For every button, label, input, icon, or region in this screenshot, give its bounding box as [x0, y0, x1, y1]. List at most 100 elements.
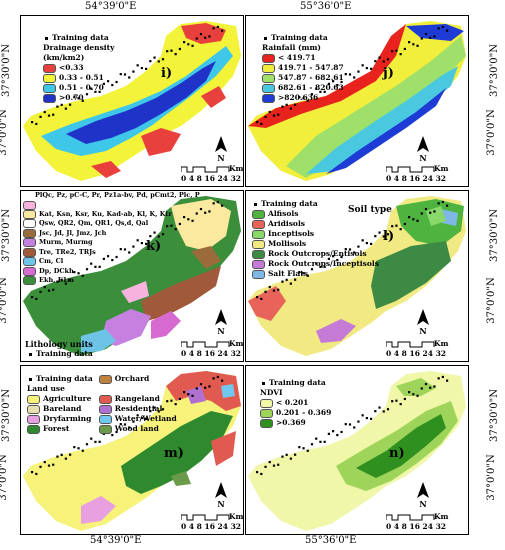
training-point [128, 76, 131, 79]
training-point [344, 73, 347, 76]
training-point [416, 219, 419, 222]
training-point [353, 76, 356, 79]
training-point [315, 87, 318, 90]
drainage-map [23, 21, 241, 181]
training-point [327, 257, 330, 260]
training-point [81, 274, 84, 277]
training-point [424, 207, 428, 211]
training-point [382, 410, 385, 413]
training-point [157, 235, 160, 238]
legend-item: Kat, Ksn, Ksr, Ku, Kad-ab, Kl, K, Ktr [23, 210, 200, 220]
training-point [319, 265, 322, 268]
legend-training: Training data [43, 33, 114, 43]
training-point [115, 430, 118, 434]
swatch-icon [23, 257, 36, 267]
legend-item: Forest [27, 424, 93, 434]
training-point [221, 204, 224, 207]
legend-item: 0.33 - 0.51 [43, 73, 114, 83]
training-point [73, 446, 76, 449]
training-point [420, 212, 423, 215]
panel-label: i) [161, 66, 173, 81]
training-point [52, 288, 55, 291]
training-point [102, 257, 105, 260]
training-point [357, 70, 360, 73]
legend-item: >820.636 [262, 93, 344, 103]
training-point [264, 115, 267, 118]
training-point [119, 248, 122, 251]
training-point [340, 430, 343, 434]
training-point [323, 440, 326, 443]
coord-right-upper-2: 37°30'0"N [488, 209, 500, 262]
training-point [353, 251, 356, 254]
training-point [166, 225, 169, 228]
training-point [60, 103, 63, 106]
training-point [403, 222, 406, 226]
training-point [31, 121, 34, 124]
training-point [370, 67, 373, 70]
training-point [382, 235, 385, 238]
training-point [123, 73, 127, 76]
svg-text:N: N [217, 499, 224, 508]
training-point [35, 472, 38, 476]
training-point [107, 80, 110, 83]
training-point [264, 465, 267, 468]
coord-top-left: 54°39'0"E [85, 1, 137, 12]
legend-land-use: Training data Land use Agriculture Barel… [27, 374, 177, 434]
training-point [281, 455, 284, 458]
swatch-icon [98, 404, 112, 414]
training-point [149, 235, 152, 238]
panel-drainage-density: Training data Drainage density (km/km2) … [20, 15, 244, 187]
north-arrow-icon: N [214, 482, 228, 509]
training-point [145, 67, 148, 70]
training-point [85, 268, 89, 271]
training-point [90, 262, 93, 265]
swatch-icon [23, 209, 36, 219]
scale-unit: Km [434, 512, 449, 521]
training-point [98, 265, 101, 268]
lithology-map [23, 196, 241, 356]
training-point [285, 103, 288, 106]
legend-item: Orchard [98, 374, 177, 384]
legend-title: Rainfall (mm) [262, 43, 321, 52]
training-point [69, 278, 72, 281]
training-point [391, 225, 394, 228]
training-point [187, 43, 190, 46]
training-point [60, 278, 63, 281]
training-point [285, 453, 288, 456]
training-point [153, 231, 156, 234]
training-point [174, 53, 177, 56]
training-point [52, 463, 55, 466]
legend-item: >0.369 [260, 418, 331, 428]
swatch-icon [262, 63, 275, 73]
training-point [382, 60, 385, 63]
training-point [365, 66, 368, 70]
training-point [437, 27, 440, 30]
training-point [424, 32, 428, 36]
swatch-icon [260, 418, 273, 428]
training-point [395, 49, 398, 52]
training-point [35, 297, 38, 301]
training-point [272, 289, 276, 292]
training-point [378, 406, 381, 409]
training-point [119, 423, 122, 426]
training-point [161, 233, 165, 236]
swatch-icon [98, 414, 112, 424]
training-point [98, 440, 101, 443]
training-point [43, 110, 46, 114]
coord-left-upper-1: 37°30'0"N [0, 44, 12, 97]
north-arrow-icon: N [416, 309, 430, 336]
swatch-icon [27, 394, 40, 404]
training-point [199, 32, 203, 36]
training-point [433, 35, 436, 38]
legend-training: Training data [27, 374, 93, 384]
training-point [446, 29, 449, 32]
training-point [81, 99, 84, 102]
training-point [399, 403, 402, 406]
training-dot-icon [254, 202, 257, 206]
training-point [90, 87, 93, 90]
training-point [204, 211, 207, 214]
panel-label: l) [383, 229, 395, 244]
panel-soil-type: Training data Alfisols Aridisols Incepti… [245, 190, 469, 362]
training-point [119, 73, 122, 76]
training-point [157, 60, 160, 63]
